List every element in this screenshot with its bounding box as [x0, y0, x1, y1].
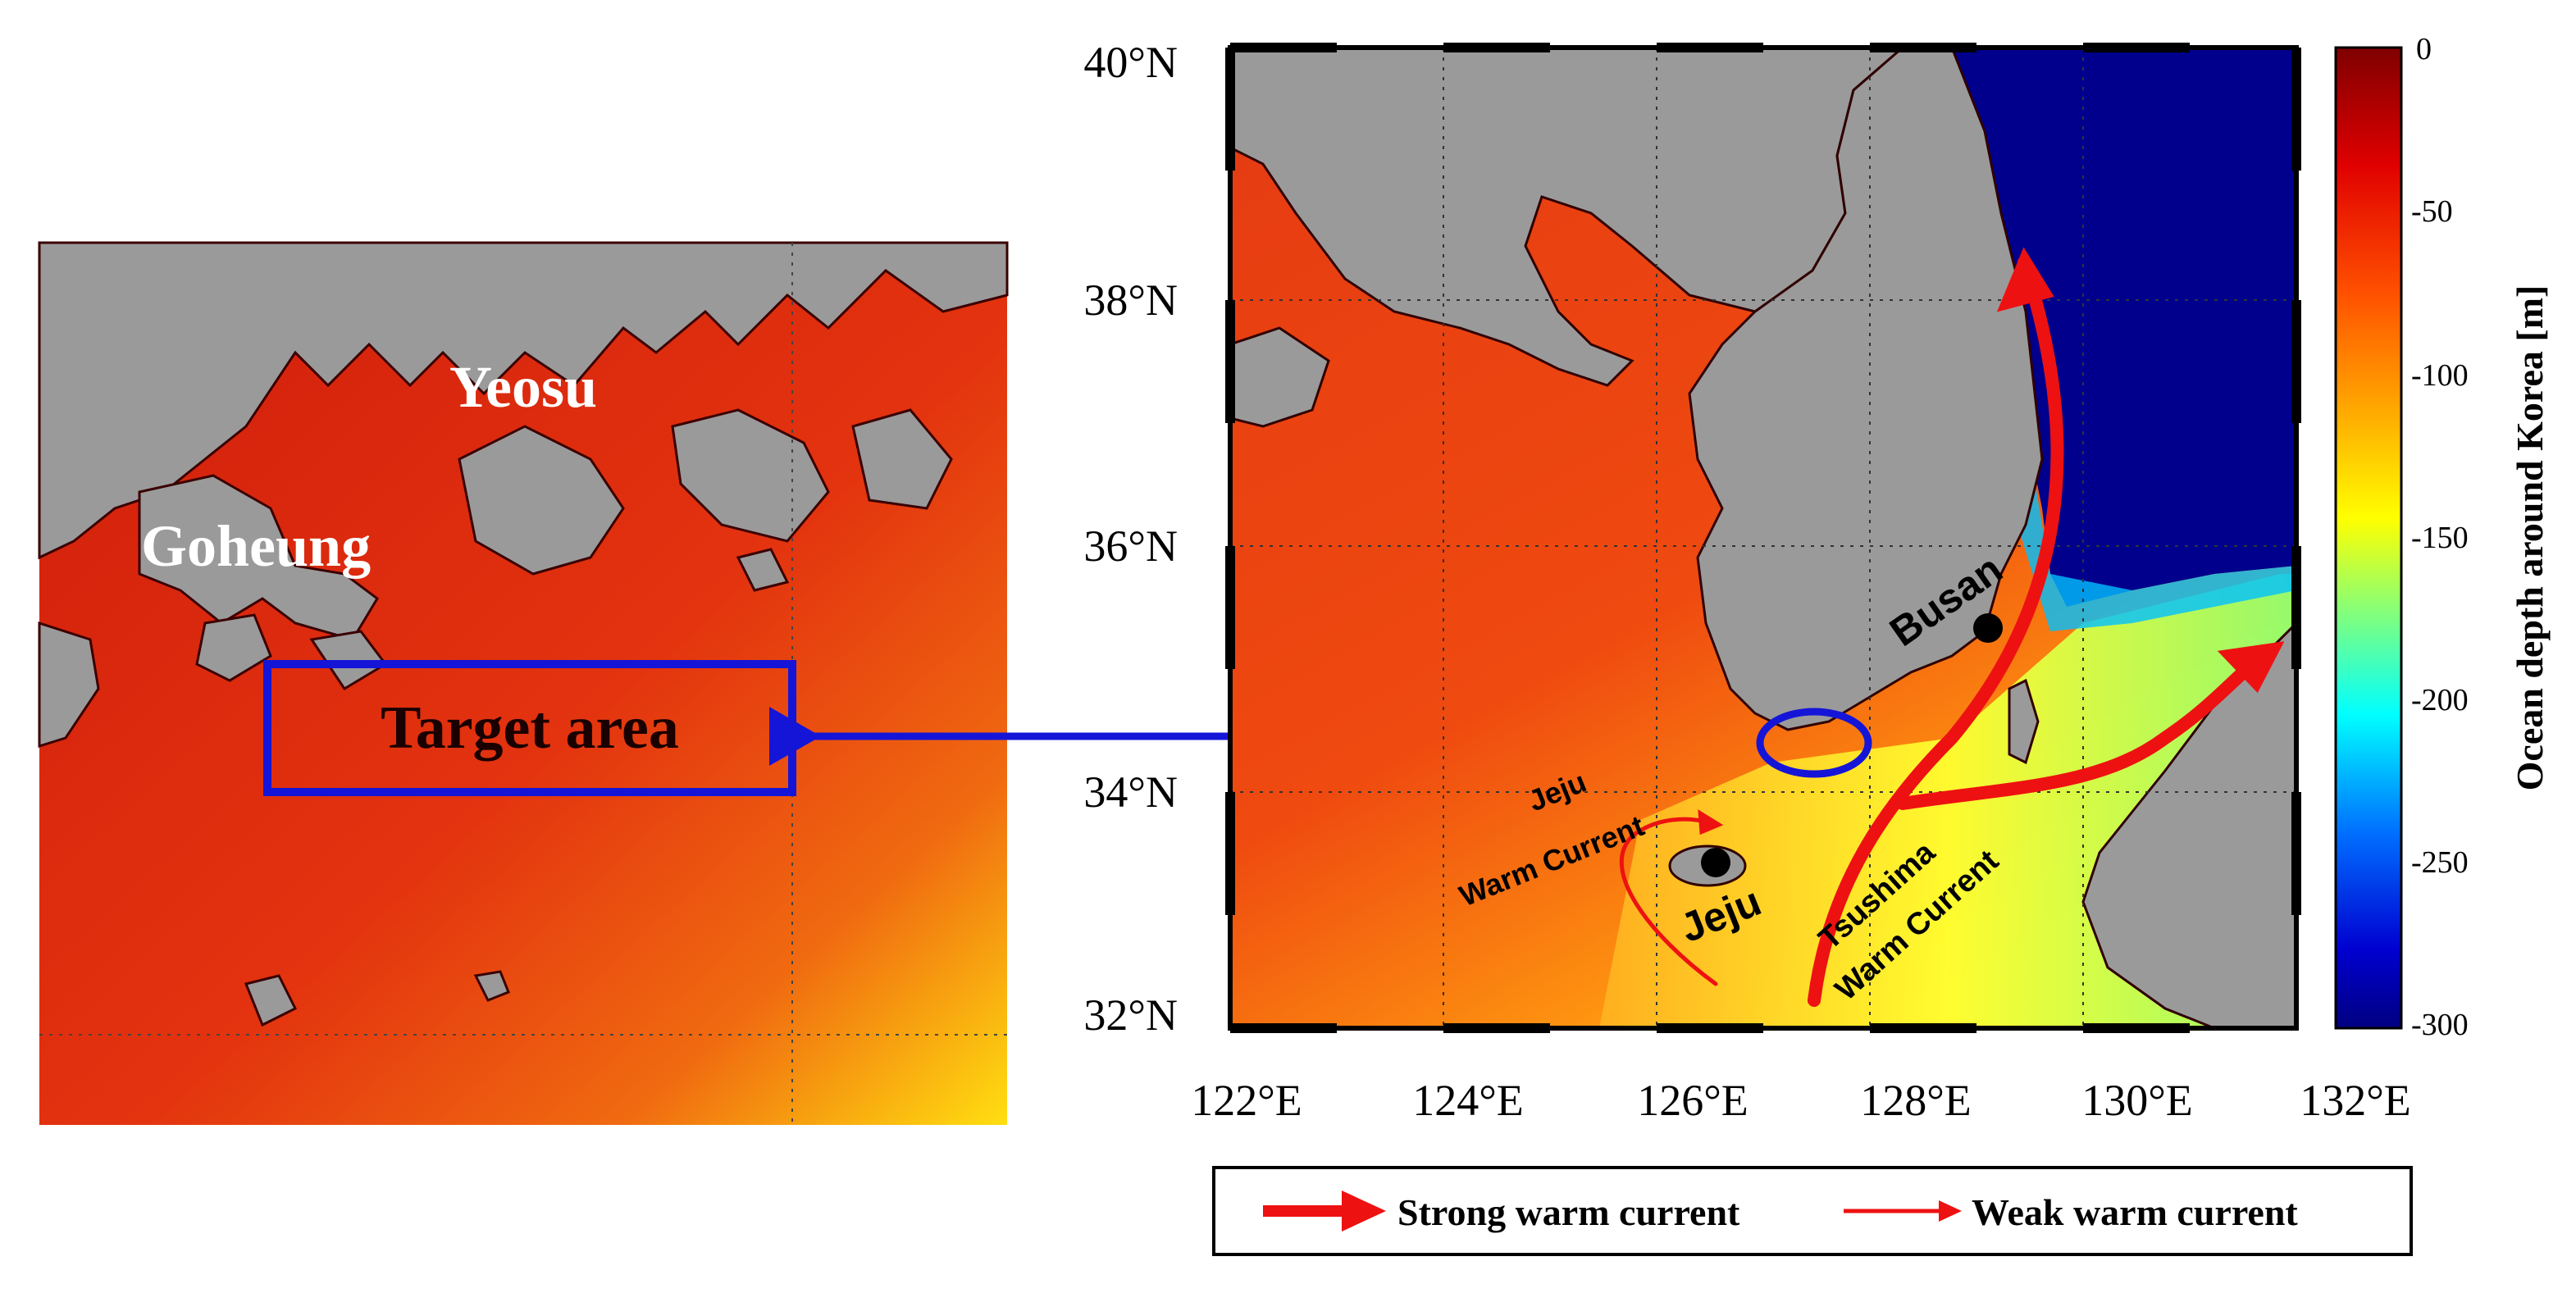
lat-tick-34: 34°N	[1083, 767, 1178, 817]
lon-tick-130: 130°E	[2081, 1076, 2193, 1125]
lat-tick-40: 40°N	[1083, 38, 1178, 87]
strong-current-east-head	[2217, 641, 2285, 694]
jeju-marker	[1701, 848, 1730, 877]
strong-current-east	[1896, 649, 2270, 810]
colorbar: 0 -50 -100 -150 -200 -250 -300 Ocean dep…	[2334, 32, 2551, 1042]
label-target-area: Target area	[381, 694, 679, 762]
target-area-ellipse	[1756, 708, 1872, 778]
lat-tick-36: 36°N	[1083, 521, 1178, 571]
zoom-panel: Yeosu Goheung Target area	[38, 241, 1009, 1125]
colorbar-ticks: 0 -50 -100 -150 -200 -250 -300	[2411, 32, 2469, 1042]
cbar-tick-200: -200	[2411, 683, 2469, 717]
cbar-tick-50: -50	[2411, 194, 2453, 229]
colorbar-title: Ocean depth around Korea [m]	[2509, 285, 2551, 791]
lon-tick-128: 128°E	[1860, 1076, 1972, 1125]
cbar-tick-300: -300	[2411, 1008, 2469, 1042]
lat-tick-32: 32°N	[1083, 990, 1178, 1040]
lon-tick-126: 126°E	[1637, 1076, 1748, 1125]
cbar-tick-100: -100	[2411, 358, 2469, 393]
lon-tick-124: 124°E	[1412, 1076, 1524, 1125]
zoom-land	[38, 241, 1009, 1027]
legend-weak-label: Weak warm current	[1972, 1191, 2298, 1233]
main-map: 40°N 38°N 36°N 34°N 32°N 122°E 124°E 126…	[1083, 38, 2410, 1125]
strong-current-north	[1808, 256, 2064, 1007]
land-tsushima	[2008, 678, 2040, 765]
land-japan	[2081, 621, 2296, 1028]
legend-strong-head	[1342, 1191, 1386, 1232]
cbar-tick-0: 0	[2416, 32, 2432, 66]
east-sea-edge	[2017, 426, 2296, 631]
frame-ticks	[1225, 43, 2301, 1033]
cbar-tick-250: -250	[2411, 845, 2469, 880]
legend-strong-label: Strong warm current	[1397, 1191, 1740, 1233]
east-sea-deep	[1903, 48, 2296, 607]
lon-tick-132: 132°E	[2300, 1076, 2411, 1125]
weak-current-jeju	[1619, 817, 1718, 986]
legend-box	[1212, 1166, 2413, 1256]
label-goheung: Goheung	[141, 513, 371, 579]
current-arrows	[1619, 247, 2285, 1007]
busan-marker	[1973, 613, 2003, 643]
legend: Strong warm current Weak warm current	[1212, 1166, 2413, 1256]
lat-labels: 40°N 38°N 36°N 34°N 32°N	[1083, 38, 1178, 1040]
legend-weak-head	[1939, 1200, 1962, 1222]
label-yeosu: Yeosu	[449, 354, 597, 420]
land-korea	[1688, 48, 2044, 731]
lon-labels: 122°E 124°E 126°E 128°E 130°E 132°E	[1191, 1076, 2411, 1125]
lat-tick-38: 38°N	[1083, 275, 1178, 325]
colorbar-gradient	[2334, 46, 2403, 1030]
weak-current-jeju-head	[1698, 809, 1724, 835]
land-shandong	[1230, 326, 1330, 428]
strong-current-north-head	[1996, 247, 2054, 312]
cbar-tick-150: -150	[2411, 521, 2469, 555]
lon-tick-122: 122°E	[1191, 1076, 1302, 1125]
main-grid	[1230, 48, 2296, 1028]
